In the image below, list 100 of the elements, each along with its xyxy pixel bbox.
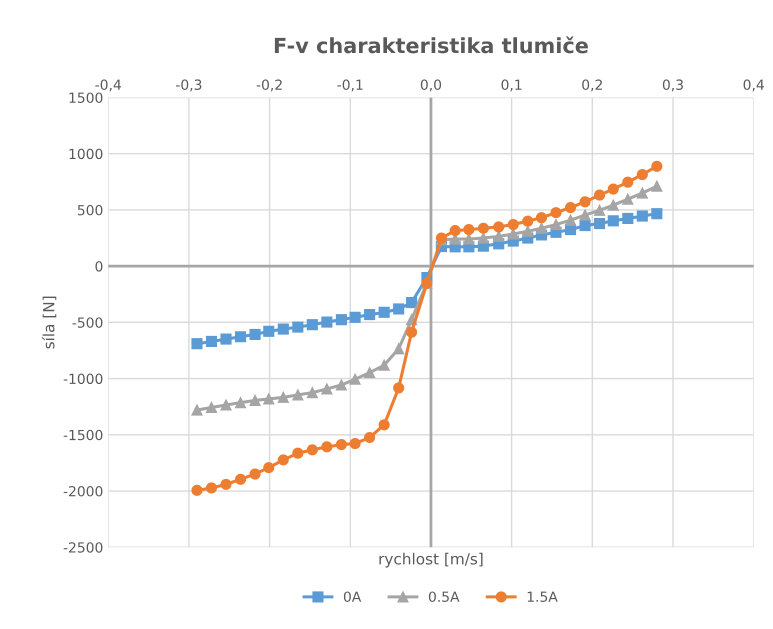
- point: [579, 196, 591, 208]
- point: [450, 225, 461, 236]
- point: [250, 394, 261, 406]
- point: [191, 484, 203, 496]
- point: [378, 306, 390, 318]
- point: [263, 462, 274, 474]
- x-tick-label: -0,3: [176, 79, 202, 92]
- point: [378, 360, 390, 371]
- point: [306, 319, 318, 330]
- x-axis-title: rychlost [m/s]: [379, 552, 482, 568]
- point: [234, 331, 246, 342]
- point: [321, 316, 332, 328]
- point: [536, 212, 548, 224]
- point: [550, 207, 562, 218]
- point: [234, 474, 246, 485]
- y-tick-label: 1500: [70, 92, 102, 103]
- y-tick-label: 500: [78, 204, 102, 216]
- point: [508, 218, 519, 230]
- point: [350, 438, 361, 450]
- point: [263, 326, 274, 337]
- point: [594, 190, 606, 201]
- point: [191, 338, 203, 350]
- point: [292, 322, 304, 333]
- x-tick-label: 0,2: [582, 79, 602, 92]
- point: [191, 404, 203, 416]
- point: [564, 202, 576, 214]
- point: [522, 226, 534, 237]
- x-tick-label: 0,1: [502, 79, 522, 92]
- point: [321, 441, 332, 452]
- point: [206, 336, 218, 348]
- point: [622, 194, 634, 205]
- point: [406, 326, 418, 338]
- point: [350, 312, 361, 323]
- point: [622, 176, 634, 188]
- point: [608, 183, 619, 195]
- point: [393, 303, 404, 315]
- point: [306, 387, 318, 398]
- point: [636, 210, 648, 222]
- point: [493, 221, 504, 232]
- point: [336, 439, 347, 450]
- y-tick-label: -2000: [64, 486, 102, 496]
- point: [364, 432, 376, 444]
- point: [651, 160, 662, 172]
- point: [278, 324, 289, 335]
- point: [234, 397, 246, 408]
- point: [564, 214, 576, 226]
- point: [636, 188, 648, 199]
- point: [550, 218, 562, 230]
- point: [250, 468, 261, 480]
- x-tick-label: -0,1: [337, 79, 363, 92]
- point: [278, 454, 289, 466]
- point: [393, 382, 404, 394]
- point: [220, 478, 232, 490]
- y-tick-label: -1500: [64, 430, 102, 440]
- point: [622, 212, 634, 224]
- x-tick-label: 0,0: [420, 79, 442, 92]
- point: [522, 216, 534, 227]
- point: [278, 392, 289, 403]
- y-tick-label: 1000: [70, 148, 102, 160]
- point: [350, 374, 361, 385]
- point: [220, 334, 232, 345]
- point: [579, 220, 591, 232]
- point: [306, 444, 318, 456]
- y-tick-label: -1000: [64, 374, 102, 384]
- point: [636, 168, 648, 180]
- legend-label: 0A: [344, 591, 362, 602]
- point: [579, 210, 591, 221]
- point: [206, 402, 218, 414]
- point: [463, 224, 474, 236]
- point: [292, 448, 304, 459]
- point: [594, 204, 606, 216]
- y-tick-label: -2500: [64, 542, 102, 553]
- point: [493, 230, 504, 242]
- point: [263, 393, 274, 404]
- point: [220, 399, 232, 411]
- point: [651, 208, 662, 220]
- point: [478, 232, 489, 244]
- point: [536, 222, 548, 234]
- point: [393, 343, 404, 354]
- point: [336, 314, 347, 326]
- legend-label: 1.5A: [528, 592, 558, 602]
- y-tick-label: 0: [95, 261, 102, 272]
- point: [364, 367, 376, 378]
- point: [478, 222, 489, 234]
- point: [608, 215, 619, 226]
- y-axis-title: síla [N]: [42, 296, 56, 349]
- legend-label: 0.5A: [428, 591, 460, 602]
- point: [406, 297, 418, 308]
- x-tick-label: -0,2: [256, 79, 282, 92]
- point: [364, 309, 376, 320]
- point: [651, 180, 662, 192]
- x-tick-label: -0,4: [95, 79, 121, 92]
- point: [292, 389, 304, 400]
- x-tick-label: 0,4: [744, 79, 764, 92]
- point: [206, 482, 218, 494]
- point: [608, 200, 619, 211]
- point: [321, 383, 332, 394]
- point: [594, 218, 606, 230]
- chart-title: F-v charakteristika tlumiče: [274, 36, 588, 54]
- y-tick-label: -500: [72, 317, 102, 328]
